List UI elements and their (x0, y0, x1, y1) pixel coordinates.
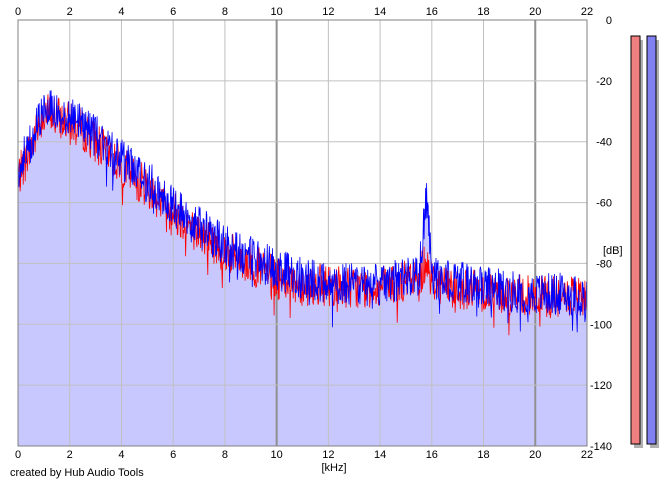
x-tick-label-bottom: 16 (426, 449, 438, 461)
y-tick-label: -40 (596, 137, 612, 149)
level-meter-bar (630, 35, 641, 445)
x-tick-label-bottom: 12 (322, 449, 334, 461)
x-tick-label-bottom: 10 (271, 449, 283, 461)
x-ticks-bottom: 0 2 4 6 8 10 12 14 16 18 20 22 (15, 449, 593, 461)
grid-lines (17, 19, 588, 447)
x-tick-label-bottom: 6 (170, 449, 176, 461)
x-tick-label-top: 8 (222, 6, 228, 18)
x-tick-label-top: 6 (170, 6, 176, 18)
y-tick-label: -120 (590, 380, 612, 392)
x-tick-label-bottom: 8 (222, 449, 228, 461)
series-line-1 (17, 90, 588, 333)
y-ticks: 0 -20 -40 -60 -80 -100 -120 -140 (590, 15, 612, 453)
x-tick-label-bottom: 0 (15, 449, 21, 461)
x-tick-label-top: 18 (477, 6, 489, 18)
x-tick-label-bottom: 20 (529, 449, 541, 461)
x-tick-label-top: 2 (67, 6, 73, 18)
x-axis-label: [kHz] (321, 462, 346, 474)
x-tick-label-top: 16 (426, 6, 438, 18)
x-tick-label-top: 22 (581, 6, 593, 18)
y-tick-label: 0 (606, 15, 612, 27)
x-tick-label-bottom: 18 (477, 449, 489, 461)
x-ticks-top: 0 2 4 6 8 10 12 14 16 18 20 22 (15, 6, 593, 18)
x-tick-label-top: 0 (15, 6, 21, 18)
x-tick-label-bottom: 4 (118, 449, 124, 461)
series-group (17, 90, 588, 336)
x-tick-label-top: 20 (529, 6, 541, 18)
level-meters (630, 35, 659, 448)
x-tick-label-top: 10 (271, 6, 283, 18)
y-tick-label: -60 (596, 198, 612, 210)
y-tick-label: -100 (590, 319, 612, 331)
x-tick-label-top: 4 (118, 6, 124, 18)
x-tick-label-bottom: 2 (67, 449, 73, 461)
level-meter-bar (646, 35, 657, 445)
y-tick-label: -80 (596, 258, 612, 270)
credit-text: created by Hub Audio Tools (10, 467, 144, 479)
y-axis-label: [dB] (603, 245, 623, 257)
x-tick-label-bottom: 14 (374, 449, 386, 461)
x-tick-label-top: 14 (374, 6, 386, 18)
x-tick-label-bottom: 22 (581, 449, 593, 461)
y-tick-label: -140 (590, 441, 612, 453)
x-tick-label-top: 12 (322, 6, 334, 18)
plot-frame (17, 19, 588, 447)
y-tick-label: -20 (596, 76, 612, 88)
